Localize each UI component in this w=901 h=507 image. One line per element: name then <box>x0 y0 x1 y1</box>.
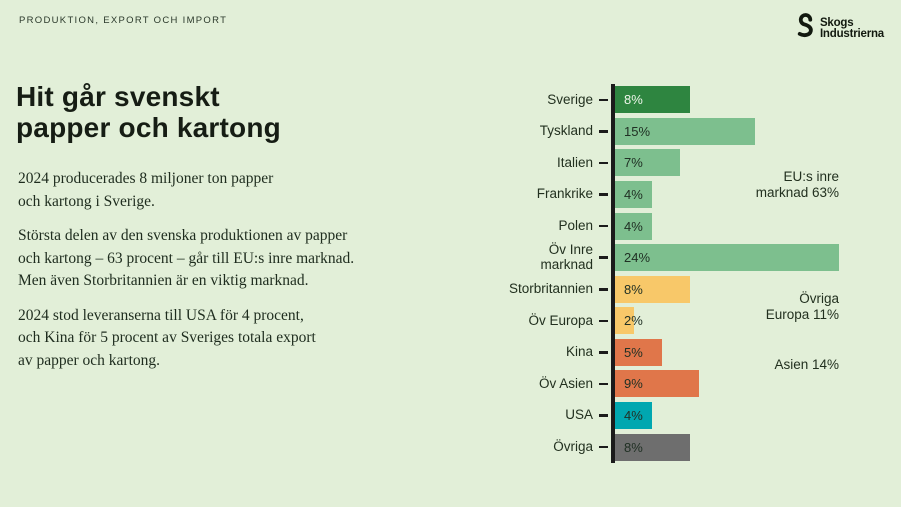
bar-value-label: 8% <box>624 92 643 108</box>
bar-value-label: 5% <box>624 344 643 360</box>
category-label: Italien <box>556 154 593 170</box>
category-label: Övriga <box>553 438 593 454</box>
tick-mark <box>599 256 608 259</box>
skogsindustrierna-logo: Skogs Industrierna <box>792 13 884 45</box>
page-title: Hit går svenskt papper och kartong <box>16 80 281 143</box>
bar: 9% <box>615 370 699 398</box>
bar: 8% <box>615 275 690 303</box>
logo-line-1: Skogs <box>819 17 854 29</box>
annotation-other-europe: Övriga Europa 11% <box>765 291 839 322</box>
bar: 8% <box>615 433 690 461</box>
slide-kicker: PRODUKTION, EXPORT OCH IMPORT <box>19 15 228 26</box>
chart-row: Storbritannien 8% <box>451 273 871 305</box>
bar-value-label: 24% <box>624 250 651 266</box>
category-label: USA <box>565 407 593 423</box>
category-label: Storbritannien <box>508 281 593 296</box>
tick-mark <box>599 382 608 386</box>
chart-row: Öv Asien 9% <box>451 368 871 400</box>
category-label: Tyskland <box>539 123 593 139</box>
paragraph-usa-china: 2024 stod leveranserna till USA för 4 pr… <box>18 306 316 369</box>
bar-value-label: 4% <box>624 408 643 424</box>
tick-mark <box>599 351 608 354</box>
bar-value-label: 4% <box>624 218 643 234</box>
tick-mark <box>599 224 608 228</box>
bar-value-label: 9% <box>624 376 643 392</box>
body-text: 2024 producerades 8 miljoner ton papper … <box>18 168 498 384</box>
bar-value-label: 2% <box>624 313 643 329</box>
bar: 24% <box>615 244 839 272</box>
annotation-eu-inner-market: EU:s inre marknad 63% <box>755 169 839 200</box>
tick-mark <box>599 319 608 323</box>
tick-mark <box>599 161 608 165</box>
bar: 7% <box>615 149 681 177</box>
chart-row: Övriga 8% <box>451 431 871 463</box>
chart-axis-line <box>611 84 615 463</box>
chart-row: Kina 5% <box>451 337 871 369</box>
chart-row: USA 4% <box>451 400 871 432</box>
category-label: Öv Inre marknad <box>540 242 593 272</box>
chart-row: Sverige 8% <box>451 84 871 116</box>
skogsindustrierna-logo-icon <box>792 13 816 45</box>
category-label: Öv Europa <box>528 312 593 328</box>
category-label: Sverige <box>547 91 593 107</box>
export-bar-chart: Sverige 8% Tyskland 15% Italien 7% Frankrike 4%… <box>451 84 871 463</box>
tick-mark <box>599 130 608 133</box>
tick-mark <box>599 193 608 196</box>
bar-value-label: 7% <box>624 155 643 171</box>
bar: 4% <box>615 402 653 430</box>
chart-row: Frankrike 4% <box>451 179 871 211</box>
logo-line-2: Industrierna <box>819 28 884 40</box>
bar-value-label: 8% <box>624 439 643 455</box>
chart-row: Tyskland 15% <box>451 116 871 148</box>
chart-rows: Sverige 8% Tyskland 15% Italien 7% Frankrike 4%… <box>451 84 871 463</box>
category-label: Frankrike <box>536 186 593 202</box>
tick-mark <box>599 288 608 291</box>
bar-value-label: 15% <box>624 123 651 139</box>
paragraph-production: 2024 producerades 8 miljoner ton papper … <box>18 170 274 210</box>
bar: 5% <box>615 338 662 366</box>
annotation-asia: Asien 14% <box>774 357 839 372</box>
bar: 4% <box>615 181 653 209</box>
bar: 2% <box>615 307 643 335</box>
tick-mark <box>599 414 608 417</box>
chart-row: Italien 7% <box>451 147 871 179</box>
bar-value-label: 8% <box>624 281 643 297</box>
chart-row: Öv Inre marknad 24% <box>451 242 871 274</box>
category-label: Polen <box>558 217 593 233</box>
bar: 4% <box>615 212 653 240</box>
chart-row: Öv Europa 2% <box>451 305 871 337</box>
category-label: Öv Asien <box>538 375 593 391</box>
paragraph-eu-market: Största delen av den svenska produktione… <box>18 227 355 289</box>
bar: 8% <box>615 86 690 114</box>
category-label: Kina <box>565 344 593 360</box>
bar-value-label: 4% <box>624 187 643 203</box>
bar: 15% <box>615 117 755 145</box>
tick-mark <box>599 98 608 102</box>
tick-mark <box>599 445 608 449</box>
logo-wordmark: Skogs Industrierna <box>819 17 884 40</box>
chart-row: Polen 4% <box>451 210 871 242</box>
